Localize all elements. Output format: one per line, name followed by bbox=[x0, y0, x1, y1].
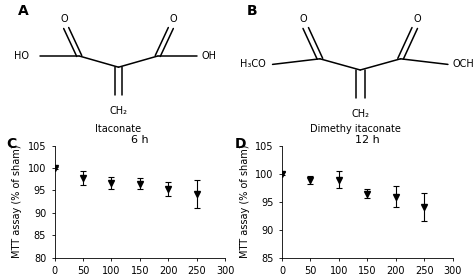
Text: O: O bbox=[169, 14, 177, 24]
Y-axis label: MTT assay (% of sham): MTT assay (% of sham) bbox=[240, 145, 250, 258]
Text: O: O bbox=[413, 14, 421, 24]
Text: O: O bbox=[300, 14, 307, 24]
Text: CH₂: CH₂ bbox=[351, 109, 369, 119]
Text: OCH₃: OCH₃ bbox=[453, 59, 474, 69]
Text: C: C bbox=[7, 137, 17, 151]
Text: OH: OH bbox=[201, 51, 216, 61]
Text: D: D bbox=[234, 137, 246, 151]
Text: H₃CO: H₃CO bbox=[240, 59, 265, 69]
Y-axis label: MTT assay (% of sham): MTT assay (% of sham) bbox=[12, 145, 22, 258]
Text: Dimethy itaconate: Dimethy itaconate bbox=[310, 124, 401, 134]
Text: B: B bbox=[246, 4, 257, 18]
Title: 6 h: 6 h bbox=[131, 135, 149, 145]
Text: CH₂: CH₂ bbox=[109, 106, 128, 116]
Text: O: O bbox=[60, 14, 68, 24]
Title: 12 h: 12 h bbox=[355, 135, 380, 145]
Text: A: A bbox=[18, 4, 29, 18]
Text: HO: HO bbox=[14, 51, 29, 61]
Text: Itaconate: Itaconate bbox=[95, 124, 142, 134]
